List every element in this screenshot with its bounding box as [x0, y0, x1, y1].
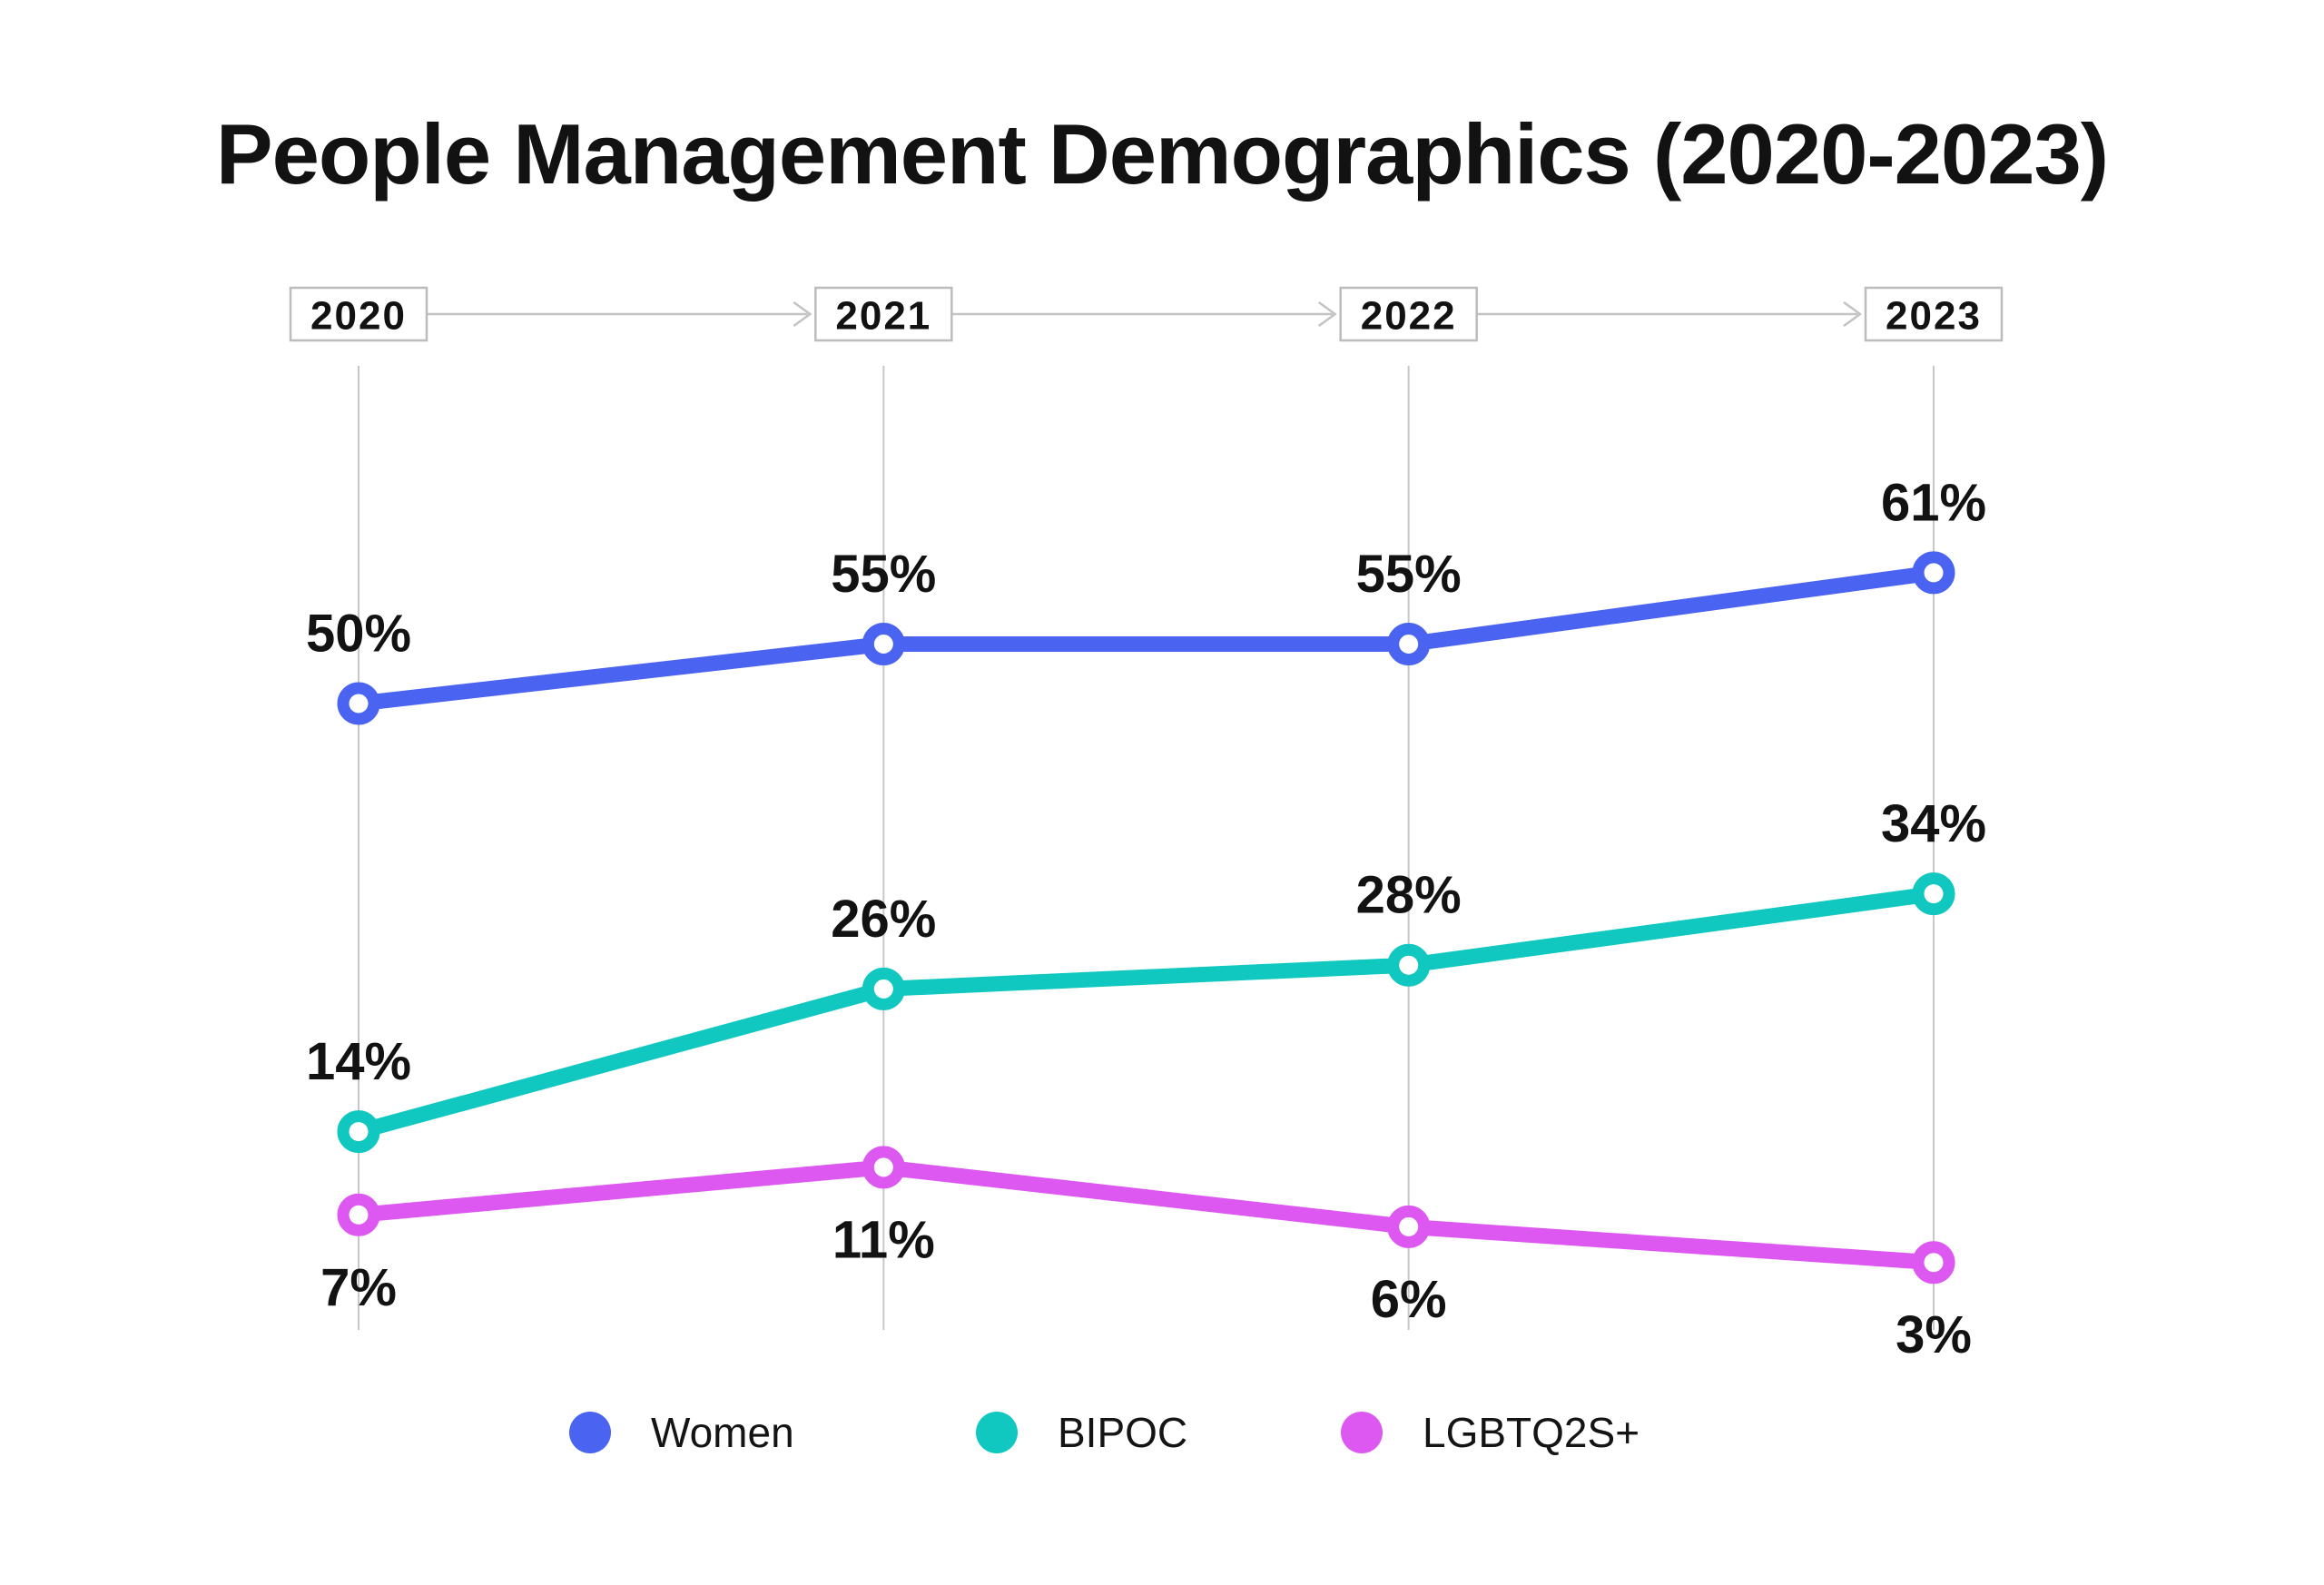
arrow-head-icon: [1317, 300, 1337, 328]
data-point-marker: [337, 682, 380, 725]
year-box: [289, 286, 428, 342]
data-point-marker: [862, 623, 905, 665]
data-point-marker: [862, 967, 905, 1010]
value-label: 14%: [306, 1032, 411, 1091]
value-label: 61%: [1881, 473, 1986, 532]
arrow-head-icon: [1843, 300, 1863, 328]
value-label: 55%: [831, 545, 936, 604]
chart-title: People Management Demographics (2020-202…: [215, 106, 2109, 202]
year-box: [814, 286, 953, 342]
data-point-marker: [1387, 1205, 1431, 1248]
series-line: [350, 565, 1942, 712]
series-bipoc: 14% 26% 28% 34%: [306, 794, 1986, 1154]
year-label: 2022: [1361, 294, 1457, 339]
series-line: [350, 1159, 1942, 1271]
value-label: 7%: [320, 1258, 397, 1317]
arrow-head-icon: [793, 300, 812, 328]
series-line: [350, 886, 1942, 1140]
value-label: 26%: [831, 890, 936, 949]
year-timeline: 2020 2021 2022 2023: [289, 286, 2004, 342]
data-point-marker: [1912, 872, 1955, 916]
data-point-marker: [1387, 943, 1431, 987]
gridlines: [358, 366, 1935, 1330]
year-label: 2023: [1886, 294, 1982, 339]
year-box: [1339, 286, 1478, 342]
series-women: 50% 55% 55% 61%: [306, 473, 1986, 725]
value-label: 50%: [306, 605, 411, 664]
value-label: 55%: [1356, 545, 1462, 604]
year-label: 2021: [835, 294, 931, 339]
year-box: [1864, 286, 2004, 342]
data-point-marker: [862, 1146, 905, 1189]
value-label: 34%: [1881, 794, 1986, 853]
value-label: 11%: [832, 1210, 935, 1269]
data-point-marker: [1912, 1241, 1955, 1285]
data-point-marker: [337, 1193, 380, 1236]
data-point-marker: [337, 1110, 380, 1154]
data-point-marker: [1387, 623, 1431, 665]
value-label: 3%: [1896, 1305, 1972, 1364]
value-label: 28%: [1356, 866, 1462, 925]
value-label: 6%: [1371, 1270, 1447, 1329]
series-lgbtq2s+: 7% 11% 6% 3%: [320, 1146, 1972, 1364]
data-point-marker: [1912, 551, 1955, 595]
year-label: 2020: [310, 294, 407, 339]
